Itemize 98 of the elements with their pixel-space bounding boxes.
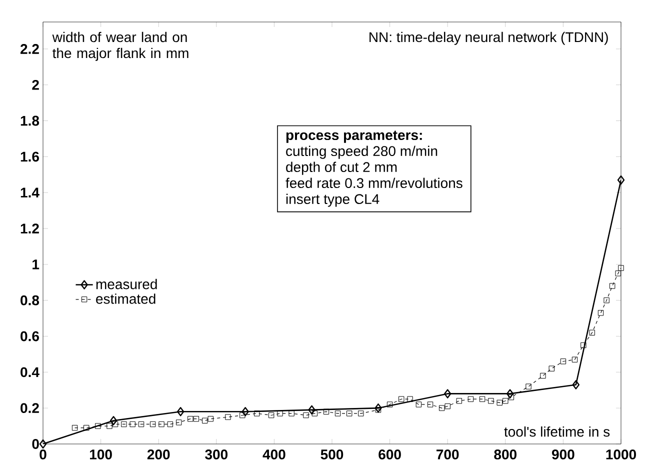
point — [138, 421, 144, 428]
point — [358, 410, 364, 416]
point — [468, 396, 474, 402]
point — [95, 423, 101, 429]
point — [346, 410, 352, 416]
point — [72, 424, 78, 431]
point — [444, 403, 450, 410]
point — [488, 398, 494, 404]
point — [502, 398, 508, 404]
point — [303, 412, 309, 418]
point — [416, 402, 422, 408]
point — [506, 389, 514, 398]
point — [617, 175, 625, 185]
point — [110, 416, 118, 426]
point — [438, 405, 445, 411]
point — [407, 396, 413, 402]
point — [540, 372, 546, 379]
annotation: cutting speed 280 m/min — [286, 146, 438, 159]
y-tick-label: 1.8 — [20, 116, 40, 126]
point — [479, 396, 486, 402]
point — [598, 310, 604, 316]
x-tick-label: 900 — [552, 450, 574, 460]
point — [188, 416, 194, 422]
y-tick-label: 0.8 — [20, 295, 40, 306]
point — [176, 420, 182, 426]
point — [386, 402, 393, 408]
y-tick-label: 0.4 — [20, 367, 40, 378]
point — [615, 270, 621, 276]
point — [240, 412, 246, 418]
point — [106, 423, 112, 429]
y-tick-label: 1.6 — [20, 152, 39, 162]
point — [323, 408, 330, 415]
legend-label: estimated — [96, 294, 156, 304]
point — [121, 421, 127, 428]
point — [589, 330, 595, 336]
annotation: feed rate 0.3 mm/revolutions — [286, 178, 462, 188]
point — [150, 421, 156, 428]
point — [572, 356, 578, 362]
point — [84, 424, 90, 431]
y-tick-label: 1.4 — [20, 188, 40, 198]
point — [268, 412, 274, 418]
point — [242, 407, 249, 416]
annotation: depth of cut 2 mm — [286, 162, 397, 175]
x-tick-label: 400 — [262, 450, 286, 460]
point — [254, 410, 260, 416]
point — [288, 410, 294, 416]
point — [130, 421, 136, 428]
x-tick-label: 100 — [90, 450, 112, 460]
point — [609, 283, 616, 289]
x-axis-title: tool's lifetime in s — [504, 426, 610, 437]
point — [277, 410, 283, 416]
point — [158, 421, 164, 428]
point — [375, 407, 382, 413]
point — [398, 396, 404, 402]
point — [312, 410, 318, 416]
point — [580, 342, 586, 348]
point — [167, 421, 174, 428]
legend-label: measured — [96, 278, 157, 290]
point — [526, 384, 532, 390]
y-tick-label: 1 — [32, 260, 40, 270]
point — [618, 265, 624, 271]
x-tick-label: 200 — [147, 450, 170, 460]
point — [427, 402, 434, 408]
point — [334, 410, 341, 416]
point — [548, 366, 554, 372]
point — [496, 400, 502, 406]
point — [208, 416, 214, 422]
point — [374, 403, 382, 413]
point — [202, 418, 208, 424]
x-tick-label: 700 — [436, 450, 459, 460]
y-tick-label: 0.6 — [20, 331, 39, 342]
x-tick-label: 800 — [494, 450, 517, 460]
y-tick-label: 2.2 — [20, 44, 39, 54]
point — [39, 439, 47, 449]
x-tick-label: 500 — [320, 450, 344, 460]
x-tick-label: 1000 — [606, 450, 636, 460]
y-tick-label: 1.2 — [20, 224, 39, 234]
point — [193, 416, 200, 422]
x-tick-label: 300 — [205, 450, 228, 460]
point — [508, 394, 514, 400]
x-tick-label: 600 — [378, 450, 401, 460]
point — [444, 389, 452, 398]
annotation: process parameters: — [286, 130, 422, 143]
point — [560, 358, 566, 364]
point — [308, 405, 316, 414]
y-tick-label: 0 — [32, 439, 39, 449]
y-tick-label: 0.2 — [20, 403, 39, 414]
text: NN: time-delay neural network (TDNN) — [370, 32, 608, 45]
point — [456, 398, 462, 404]
point — [176, 407, 184, 416]
point — [112, 421, 118, 428]
point — [225, 414, 231, 420]
annotation: insert type CL4 — [286, 194, 380, 207]
y-tick-label: 2 — [32, 80, 39, 90]
point — [604, 297, 610, 304]
point — [572, 380, 580, 390]
y-axis-title: width of wear land on the major flank in mm — [52, 32, 188, 61]
x-tick-label: 0 — [40, 450, 46, 460]
